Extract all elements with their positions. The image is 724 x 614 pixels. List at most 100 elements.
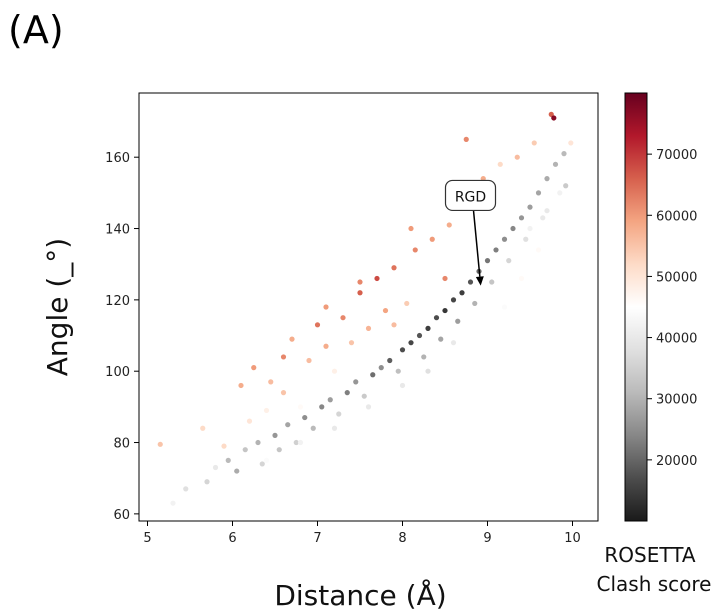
data-point xyxy=(442,307,448,314)
data-point xyxy=(421,354,427,360)
data-point xyxy=(463,136,469,142)
data-point xyxy=(323,304,329,310)
data-point xyxy=(535,190,542,196)
data-point xyxy=(268,379,274,385)
colorbar-title-line1: ROSETTA xyxy=(604,543,696,567)
data-point xyxy=(378,365,384,371)
data-point xyxy=(242,447,248,453)
colorbar-tick-label: 50000 xyxy=(656,270,697,285)
data-point xyxy=(323,343,329,349)
data-point xyxy=(365,404,372,410)
data-point xyxy=(348,340,355,346)
data-point xyxy=(212,464,219,471)
data-point xyxy=(446,222,452,228)
x-tick-label: 8 xyxy=(398,531,406,546)
data-point xyxy=(551,115,557,121)
y-tick-label: 160 xyxy=(105,151,130,166)
data-point xyxy=(497,161,503,167)
y-axis-ticks: 60 80 100 120 140 160 xyxy=(105,151,139,523)
data-point xyxy=(514,154,520,160)
data-point xyxy=(510,225,516,232)
colorbar-ticks: 20000 30000 40000 50000 60000 70000 xyxy=(647,148,697,469)
rgd-annotation: RGD xyxy=(444,179,497,286)
data-point xyxy=(200,425,206,431)
data-point xyxy=(370,372,376,378)
data-point xyxy=(238,382,244,389)
data-point xyxy=(263,457,270,463)
data-point xyxy=(255,439,261,446)
data-point xyxy=(527,204,533,210)
data-point xyxy=(306,357,312,364)
y-tick-label: 60 xyxy=(113,508,130,523)
data-point xyxy=(280,390,287,396)
y-tick-label: 80 xyxy=(113,437,130,452)
x-tick-label: 9 xyxy=(483,531,491,546)
data-point xyxy=(535,247,542,253)
annotation-label: RGD xyxy=(455,189,486,205)
data-point xyxy=(344,390,350,396)
data-point xyxy=(565,168,571,175)
data-point xyxy=(259,461,265,467)
data-point xyxy=(531,140,537,146)
data-point xyxy=(518,275,525,282)
data-point xyxy=(416,332,423,339)
data-point xyxy=(501,304,508,310)
data-point xyxy=(319,404,325,410)
colorbar-tick-label: 20000 xyxy=(656,454,697,469)
data-point xyxy=(280,354,287,360)
data-point xyxy=(365,325,372,331)
points-layer xyxy=(157,111,574,506)
data-point xyxy=(540,215,546,221)
data-point xyxy=(527,225,533,232)
data-point xyxy=(429,236,435,242)
data-point xyxy=(382,307,389,314)
data-point xyxy=(221,443,227,449)
data-point xyxy=(563,183,569,189)
data-point xyxy=(391,265,397,271)
data-point xyxy=(523,236,529,242)
data-point xyxy=(506,258,512,264)
data-point xyxy=(408,340,414,346)
data-point xyxy=(374,275,380,282)
plot-frame xyxy=(138,92,599,522)
data-point xyxy=(272,432,278,438)
data-point xyxy=(412,247,418,253)
colorbar-title-line2: Clash score xyxy=(597,572,712,596)
annotation-box xyxy=(444,179,497,212)
data-point xyxy=(361,393,367,399)
data-point xyxy=(297,404,304,410)
x-tick-label: 10 xyxy=(564,531,581,546)
x-axis-ticks: 5 6 7 8 9 10 xyxy=(143,521,581,546)
annotation-arrow xyxy=(472,210,481,277)
data-point xyxy=(544,208,550,214)
data-point xyxy=(425,325,431,331)
data-point xyxy=(404,300,410,307)
colorbar-tick-label: 40000 xyxy=(656,332,697,347)
data-point xyxy=(327,397,333,403)
data-point xyxy=(399,347,406,353)
data-point xyxy=(263,407,270,414)
x-tick-label: 7 xyxy=(313,531,321,546)
data-point xyxy=(561,151,567,157)
data-point xyxy=(568,140,574,146)
data-point xyxy=(450,340,457,346)
data-point xyxy=(467,279,474,285)
data-point xyxy=(455,318,461,324)
data-point xyxy=(450,297,457,303)
x-tick-label: 5 xyxy=(143,531,151,546)
data-point xyxy=(331,425,338,431)
data-point xyxy=(204,479,210,485)
data-point xyxy=(251,365,257,371)
data-point xyxy=(442,275,448,282)
data-point xyxy=(276,447,282,453)
data-point xyxy=(336,411,342,417)
data-point xyxy=(552,161,559,167)
data-point xyxy=(425,368,431,374)
data-point xyxy=(157,441,163,447)
data-point xyxy=(557,190,563,196)
data-point xyxy=(395,368,401,374)
data-point xyxy=(489,279,495,285)
data-point xyxy=(183,486,189,492)
data-point xyxy=(234,468,240,474)
